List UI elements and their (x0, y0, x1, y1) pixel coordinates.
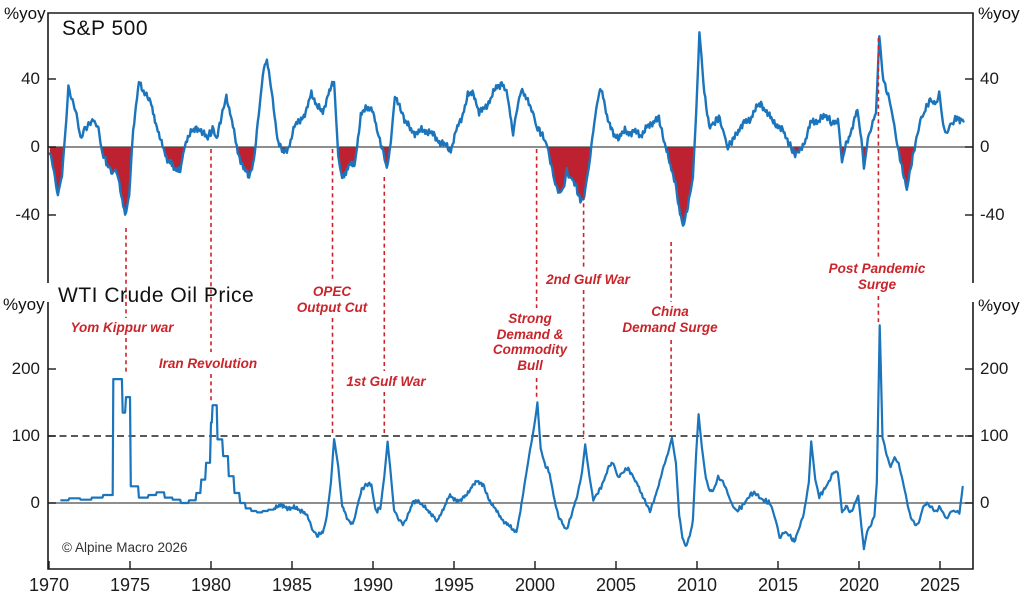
sp500-series-line (48, 31, 965, 227)
y-tick-label: 200 (11, 359, 40, 378)
top-panel-border (47, 12, 974, 283)
x-tick-label: 2020 (838, 575, 880, 595)
event-label-line: Yom Kippur war (70, 320, 174, 335)
event-label-line: Post Pandemic (828, 261, 926, 276)
x-tick-label: 2010 (676, 575, 718, 595)
x-tick-label: 1990 (352, 575, 394, 595)
event-label-line: Iran Revolution (158, 356, 258, 371)
y-tick-label: -40 (15, 205, 40, 224)
event-label-line: Surge (857, 276, 897, 292)
yoy-unit-label-bottom-right: %yoy (978, 296, 1020, 315)
event-label-line: Output Cut (296, 299, 368, 315)
event-label-line: Strong (508, 311, 552, 326)
sp500-negative-fill (49, 147, 964, 226)
y-tick-label: 40 (21, 69, 40, 88)
yoy-unit-label-top-left: %yoy (4, 4, 46, 23)
x-tick-label: 2025 (919, 575, 961, 595)
wti-panel-title: WTI Crude Oil Price (58, 284, 255, 307)
x-tick-label: 2015 (757, 575, 799, 595)
y-tick-label: 0 (980, 493, 990, 512)
x-tick-label: 1985 (271, 575, 313, 595)
yoy-unit-label-top-right: %yoy (978, 4, 1020, 23)
event-label: China Demand Surge (622, 304, 717, 335)
y-tick-label: 0 (30, 493, 40, 512)
event-label-line: OPEC (312, 284, 352, 299)
event-label-line: Demand Surge (622, 319, 718, 335)
y-tick-label: 0 (980, 137, 990, 156)
y-tick-label: 100 (11, 426, 40, 445)
y-tick-label: 100 (980, 426, 1009, 445)
y-tick-label: 200 (980, 359, 1009, 378)
event-label-line: 1st Gulf War (346, 374, 426, 389)
yoy-unit-label-bottom-left: %yoy (3, 295, 45, 314)
x-tick-label: 1980 (190, 575, 232, 595)
y-tick-label: 0 (30, 137, 40, 156)
wti-series-line (60, 324, 964, 551)
event-label: 2nd Gulf War (546, 272, 630, 288)
y-tick-label: -40 (980, 205, 1005, 224)
x-tick-label: 2000 (514, 575, 556, 595)
x-tick-label: 1995 (433, 575, 475, 595)
copyright-notice: © Alpine Macro 2026 (62, 540, 188, 555)
event-label-line: Demand & (496, 326, 564, 342)
event-label: Iran Revolution (159, 356, 257, 372)
x-tick-label: 1975 (109, 575, 151, 595)
event-label: Strong Demand & Commodity Bull (493, 311, 567, 373)
event-label: 1st Gulf War (346, 374, 425, 390)
y-tick-label: 40 (980, 69, 999, 88)
event-label: OPEC Output Cut (297, 284, 367, 315)
event-label-line: China (651, 304, 689, 319)
event-label: Yom Kippur war (70, 320, 173, 336)
event-label-line: Bull (517, 357, 543, 373)
x-tick-label: 1970 (28, 575, 70, 595)
event-label: Post Pandemic Surge (829, 261, 926, 292)
x-tick-label: 2005 (595, 575, 637, 595)
sp500-panel-title: S&P 500 (62, 17, 149, 40)
event-label-line: Commodity (492, 342, 568, 357)
event-label-line: 2nd Gulf War (546, 272, 630, 287)
